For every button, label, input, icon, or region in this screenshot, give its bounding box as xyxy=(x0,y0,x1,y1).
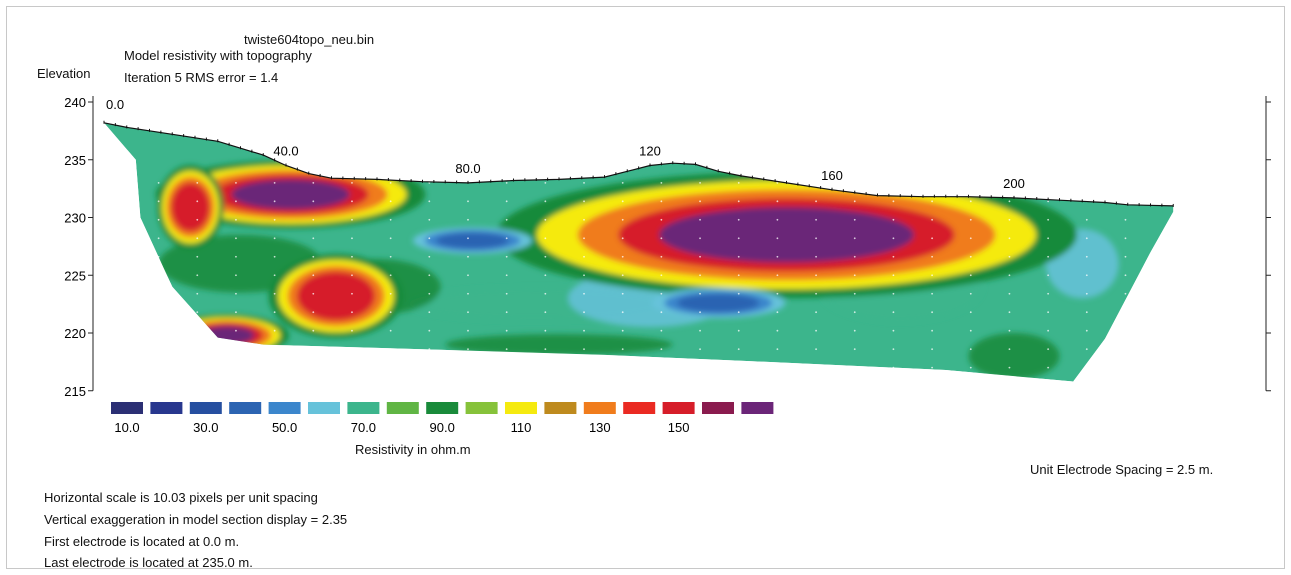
legend-swatch xyxy=(505,402,537,414)
horizontal-scale-note: Horizontal scale is 10.03 pixels per uni… xyxy=(44,490,318,505)
legend-swatch xyxy=(268,402,301,414)
legend-swatch xyxy=(150,402,183,414)
legend-swatch xyxy=(662,402,695,414)
y-tick-label: 240 xyxy=(64,95,86,110)
x-tick-label: 40.0 xyxy=(273,144,298,159)
axes: 240 235 230 225 220 215 xyxy=(64,95,1271,399)
legend-swatch xyxy=(308,402,340,414)
x-tick-label: 80.0 xyxy=(455,161,480,176)
x-tick-labels: 0.0 40.0 80.0 120 160 200 xyxy=(106,97,1025,191)
y-tick-label: 220 xyxy=(64,326,86,341)
legend-swatch xyxy=(702,402,734,414)
x-tick-label: 0.0 xyxy=(106,97,124,112)
legend-swatch xyxy=(465,402,498,414)
electrode-dots xyxy=(157,181,1127,369)
legend-label: 50.0 xyxy=(272,420,297,435)
resistivity-section xyxy=(104,122,1174,382)
figure-frame xyxy=(6,6,1285,569)
anomaly-0 xyxy=(496,171,1077,299)
legend-swatch xyxy=(347,402,380,414)
legend-swatch xyxy=(189,402,222,414)
legend-title: Resistivity in ohm.m xyxy=(355,442,471,457)
legend-swatch xyxy=(426,402,459,414)
y-tick-label: 235 xyxy=(64,153,86,168)
first-electrode-note: First electrode is located at 0.0 m. xyxy=(44,534,240,549)
legend-swatch xyxy=(623,402,656,414)
anomaly-3 xyxy=(268,253,404,339)
legend-label: 10.0 xyxy=(114,420,139,435)
iteration-rms: Iteration 5 RMS error = 1.4 xyxy=(124,70,279,85)
legend-swatch xyxy=(583,402,616,414)
y-axis-label: Elevation xyxy=(37,66,91,81)
legend-label: 90.0 xyxy=(430,420,455,435)
x-tick-label: 200 xyxy=(1003,176,1025,191)
legend-label: 150 xyxy=(668,420,690,435)
legend-label: 30.0 xyxy=(193,420,218,435)
color-legend: 10.0 30.0 50.0 70.0 90.0 110 130 150 xyxy=(111,402,774,435)
x-tick-label: 160 xyxy=(821,168,843,183)
anomaly-5 xyxy=(412,227,533,254)
anomaly-2 xyxy=(157,164,224,250)
legend-label: 110 xyxy=(511,420,532,435)
x-tick-label: 120 xyxy=(639,144,661,159)
last-electrode-note: Last electrode is located at 235.0 m. xyxy=(44,555,253,570)
legend-swatch xyxy=(544,402,577,414)
unit-electrode-spacing: Unit Electrode Spacing = 2.5 m. xyxy=(1030,462,1214,477)
y-tick-label: 225 xyxy=(64,268,86,283)
anomaly-6 xyxy=(651,287,786,319)
legend-swatch xyxy=(229,402,262,414)
vertical-exaggeration-note: Vertical exaggeration in model section d… xyxy=(44,512,348,527)
model-title: Model resistivity with topography xyxy=(124,48,312,63)
legend-swatch xyxy=(741,402,774,414)
legend-swatch xyxy=(386,402,419,414)
anomaly-4 xyxy=(164,314,290,357)
y-tick-label: 230 xyxy=(64,211,86,226)
legend-label: 70.0 xyxy=(351,420,376,435)
file-name: twiste604topo_neu.bin xyxy=(244,32,375,47)
legend-label: 130 xyxy=(589,420,611,435)
y-tick-label: 215 xyxy=(64,384,86,399)
topography-line xyxy=(103,120,1174,207)
legend-swatch xyxy=(111,402,143,414)
